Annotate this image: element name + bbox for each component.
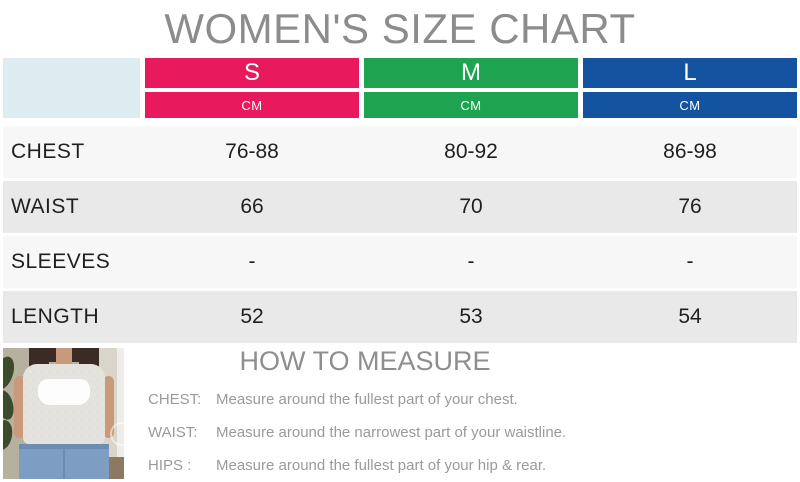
table-row-length: LENGTH 52 53 54 xyxy=(3,291,797,343)
size-header-s: S xyxy=(145,58,359,88)
product-photo xyxy=(3,348,124,479)
measure-label: CHEST: xyxy=(148,391,202,408)
table-row-sleeves: SLEEVES - - - xyxy=(3,236,797,288)
watermark-circle xyxy=(110,422,124,446)
cell-sleeves-l: - xyxy=(686,250,694,273)
measure-label: WAIST: xyxy=(148,424,198,441)
unit-cell-s: CM xyxy=(145,92,359,118)
row-label-waist: WAIST xyxy=(11,195,80,218)
cell-waist-s: 66 xyxy=(240,195,264,218)
plant-leaf xyxy=(3,418,15,452)
white-bandeau xyxy=(38,379,90,405)
cell-length-m: 53 xyxy=(459,305,483,328)
row-label-sleeves: SLEEVES xyxy=(11,250,111,273)
measure-instructions: HOW TO MEASURE CHEST: Measure around the… xyxy=(130,345,800,476)
how-to-measure-section: HOW TO MEASURE CHEST: Measure around the… xyxy=(0,345,800,482)
cell-sleeves-s: - xyxy=(248,250,256,273)
size-header-m: M xyxy=(364,58,578,88)
cell-length-l: 54 xyxy=(678,305,702,328)
measure-title: HOW TO MEASURE xyxy=(239,346,491,376)
table-row-chest: CHEST 76-88 80-92 86-98 xyxy=(3,126,797,178)
size-chart-table: S M L CM CM CM CHEST 76-88 80-92 86-98 W… xyxy=(3,58,797,343)
size-chart-header: S M L CM CM CM xyxy=(3,58,797,118)
size-chart-rows: CHEST 76-88 80-92 86-98 WAIST 66 70 76 S… xyxy=(3,126,797,343)
measure-line-waist: WAIST: Measure around the narrowest part… xyxy=(148,423,800,443)
cell-chest-l: 86-98 xyxy=(663,140,717,163)
size-header-l: L xyxy=(583,58,797,88)
photo-curtain xyxy=(117,348,124,479)
model-arm xyxy=(103,376,114,438)
jeans-waistband xyxy=(19,444,109,449)
measure-lines: CHEST: Measure around the fullest part o… xyxy=(130,390,800,476)
unit-cell-l: CM xyxy=(583,92,797,118)
corner-cell xyxy=(3,58,140,118)
row-label-length: LENGTH xyxy=(11,305,100,328)
measure-text: Measure around the fullest part of your … xyxy=(216,391,518,408)
cell-sleeves-m: - xyxy=(467,250,475,273)
measure-line-hips: HIPS : Measure around the fullest part o… xyxy=(148,456,800,476)
jeans-seam xyxy=(63,449,65,479)
page-title: WOMEN'S SIZE CHART xyxy=(164,5,636,52)
measure-line-chest: CHEST: Measure around the fullest part o… xyxy=(148,390,800,410)
measure-text: Measure around the narrowest part of you… xyxy=(216,424,567,441)
measure-text: Measure around the fullest part of your … xyxy=(216,457,547,474)
row-label-chest: CHEST xyxy=(11,140,85,163)
unit-cell-m: CM xyxy=(364,92,578,118)
model-arm xyxy=(14,376,25,438)
cell-chest-m: 80-92 xyxy=(444,140,498,163)
measure-label: HIPS : xyxy=(148,457,192,474)
cell-waist-l: 76 xyxy=(678,195,702,218)
table-row-waist: WAIST 66 70 76 xyxy=(3,181,797,233)
cell-length-s: 52 xyxy=(240,305,264,328)
cell-waist-m: 70 xyxy=(459,195,483,218)
cell-chest-s: 76-88 xyxy=(225,140,279,163)
